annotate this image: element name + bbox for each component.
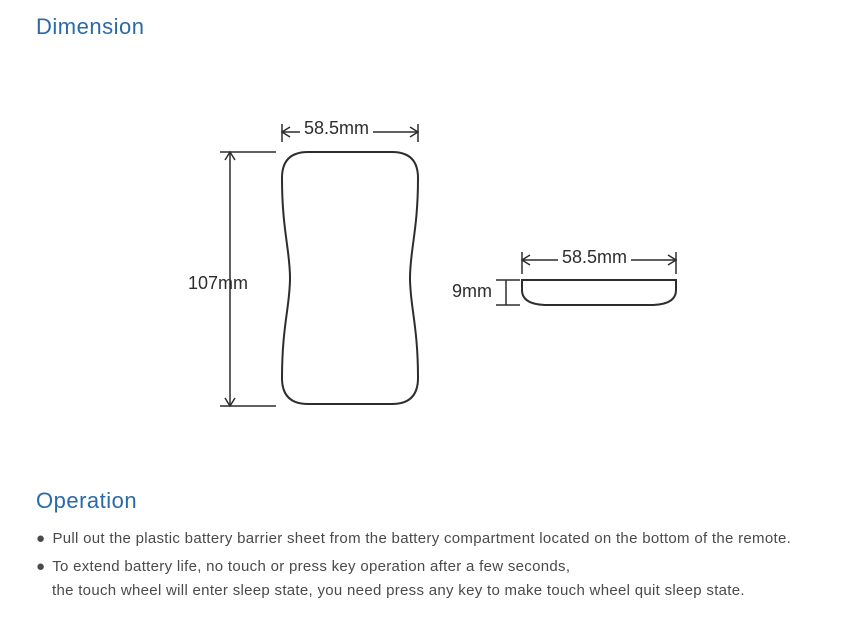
section-title-operation: Operation: [36, 488, 137, 514]
operation-bullet-2-text: To extend battery life, no touch or pres…: [52, 558, 570, 575]
section-title-dimension: Dimension: [36, 14, 144, 40]
side-view-outline: [520, 278, 678, 308]
front-height-label: 107mm: [188, 273, 248, 294]
front-view-outline: [280, 150, 420, 406]
operation-bullet-2-continuation: the touch wheel will enter sleep state, …: [52, 582, 745, 599]
side-thickness-label: 9mm: [452, 281, 492, 302]
side-thickness-dimension-line: [492, 278, 522, 308]
side-width-label: 58.5mm: [558, 247, 631, 268]
bullet-icon: ●: [36, 530, 48, 547]
operation-bullet-1: ● Pull out the plastic battery barrier s…: [36, 530, 791, 547]
front-width-label: 58.5mm: [300, 118, 373, 139]
operation-bullet-1-text: Pull out the plastic battery barrier she…: [52, 530, 791, 547]
bullet-icon: ●: [36, 558, 48, 575]
operation-bullet-2: ● To extend battery life, no touch or pr…: [36, 558, 570, 575]
